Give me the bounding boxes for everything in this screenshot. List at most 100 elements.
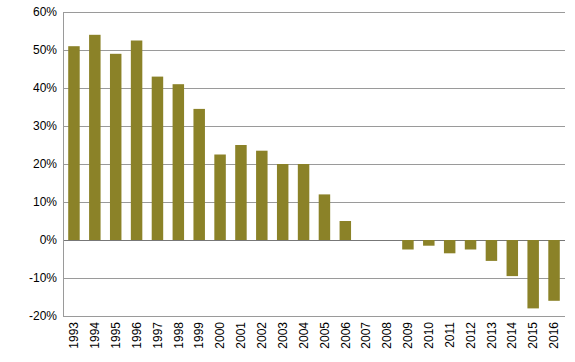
y-tick: 50% [33,43,63,57]
x-tick-label: 2005 [318,322,332,349]
bar [486,240,497,261]
x-tick-label: 2006 [339,322,353,349]
bar [235,145,246,240]
bar [173,84,184,240]
bar [256,151,267,240]
bar [548,240,559,301]
x-tick-label: 2012 [464,322,478,349]
bar [131,41,142,241]
x-tick: 2012 [464,322,478,349]
bar [381,240,392,241]
y-tick-label: 30% [33,119,57,133]
grid-line [63,12,565,13]
y-axis-line [63,13,64,317]
x-tick: 2002 [255,322,269,349]
y-axis: -20% -10% 0% 10% 20% 30% 40% 50% 60% [29,5,64,323]
y-tick-label: 40% [33,81,57,95]
bar [402,240,413,250]
x-tick: 1999 [192,322,206,349]
y-tick: 30% [33,119,63,133]
x-tick: 2016 [547,322,561,349]
x-tick: 2015 [526,322,540,349]
x-tick: 1994 [88,322,102,349]
x-tick-label: 2016 [547,322,561,349]
bar [444,240,455,253]
y-tick: 60% [33,5,63,19]
bar [423,240,434,246]
x-tick-label: 2003 [276,322,290,349]
y-tick-label: 10% [33,195,57,209]
bar [527,240,538,308]
x-tick: 2014 [505,322,519,349]
bar [110,54,121,240]
x-tick: 2007 [359,322,373,349]
bar [298,164,309,240]
y-tick-label: 60% [33,5,57,19]
x-tick-label: 1997 [151,322,165,349]
bars [68,35,560,309]
chart: -20% -10% 0% 10% 20% 30% 40% 50% 60% 1993 1994 1995… [0,0,575,362]
x-tick-label: 2004 [297,322,311,349]
y-tick: 40% [33,81,63,95]
y-tick: -10% [29,271,63,285]
y-tick-label: 0% [40,233,58,247]
x-tick-label: 2013 [485,322,499,349]
x-tick-label: 2002 [255,322,269,349]
x-tick: 2009 [401,322,415,349]
x-tick-label: 2008 [380,322,394,349]
x-tick-label: 2015 [526,322,540,349]
x-tick: 2004 [297,322,311,349]
y-tick-label: -10% [29,271,57,285]
x-tick-label: 2000 [213,322,227,349]
x-tick-label: 1995 [109,322,123,349]
bar [214,155,225,241]
x-tick: 2001 [234,322,248,349]
x-tick: 1996 [130,322,144,349]
bar [465,240,476,250]
x-tick: 2003 [276,322,290,349]
y-tick-label: 20% [33,157,57,171]
x-tick-label: 1994 [88,322,102,349]
x-tick: 2008 [380,322,394,349]
x-tick: 2006 [339,322,353,349]
grid [63,12,565,316]
x-tick: 1998 [172,322,186,349]
x-tick: 1993 [67,322,81,349]
y-tick: 10% [33,195,63,209]
grid-line [63,278,565,279]
bar [319,194,330,240]
x-tick-label: 2010 [422,322,436,349]
x-tick-label: 2009 [401,322,415,349]
x-tick-label: 1999 [192,322,206,349]
x-tick-label: 1996 [130,322,144,349]
x-tick-label: 1998 [172,322,186,349]
bar [89,35,100,240]
x-tick: 1997 [151,322,165,349]
plot: -20% -10% 0% 10% 20% 30% 40% 50% 60% 1993 1994 1995… [29,5,565,348]
bar [340,221,351,240]
y-tick-label: -20% [29,309,57,323]
y-tick: 0% [40,233,63,247]
bar [152,77,163,240]
y-tick: 20% [33,157,63,171]
bar [68,46,79,240]
x-tick-label: 2011 [443,322,457,348]
x-tick: 2005 [318,322,332,349]
x-tick-label: 2014 [505,322,519,349]
x-tick: 2000 [213,322,227,349]
bar [193,109,204,240]
x-tick: 2013 [485,322,499,349]
y-tick-label: 50% [33,43,57,57]
bar [277,164,288,240]
x-tick-label: 2007 [359,322,373,349]
bar [507,240,518,276]
grid-line [63,316,565,317]
y-tick: -20% [29,309,63,323]
x-tick-label: 1993 [67,322,81,349]
x-tick: 2010 [422,322,436,349]
x-tick: 1995 [109,322,123,349]
x-tick-label: 2001 [234,322,248,349]
x-axis: 1993 1994 1995 1996 1997 1998 1999 2000 2001 2002… [67,322,561,349]
x-tick: 2011 [443,322,457,348]
bar [360,240,371,241]
